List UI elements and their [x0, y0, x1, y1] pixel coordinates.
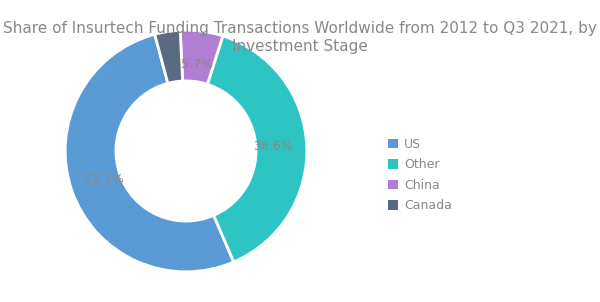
Legend: US, Other, China, Canada: US, Other, China, Canada — [384, 134, 456, 216]
Text: 52.3%: 52.3% — [84, 173, 124, 186]
Text: Share of Insurtech Funding Transactions Worldwide from 2012 to Q3 2021, by
Inves: Share of Insurtech Funding Transactions … — [3, 21, 597, 53]
Text: 38.6%: 38.6% — [253, 140, 293, 153]
Wedge shape — [155, 30, 182, 83]
Wedge shape — [180, 30, 223, 84]
Text: 5.7%: 5.7% — [181, 58, 214, 71]
Wedge shape — [208, 36, 307, 262]
Wedge shape — [65, 34, 234, 272]
